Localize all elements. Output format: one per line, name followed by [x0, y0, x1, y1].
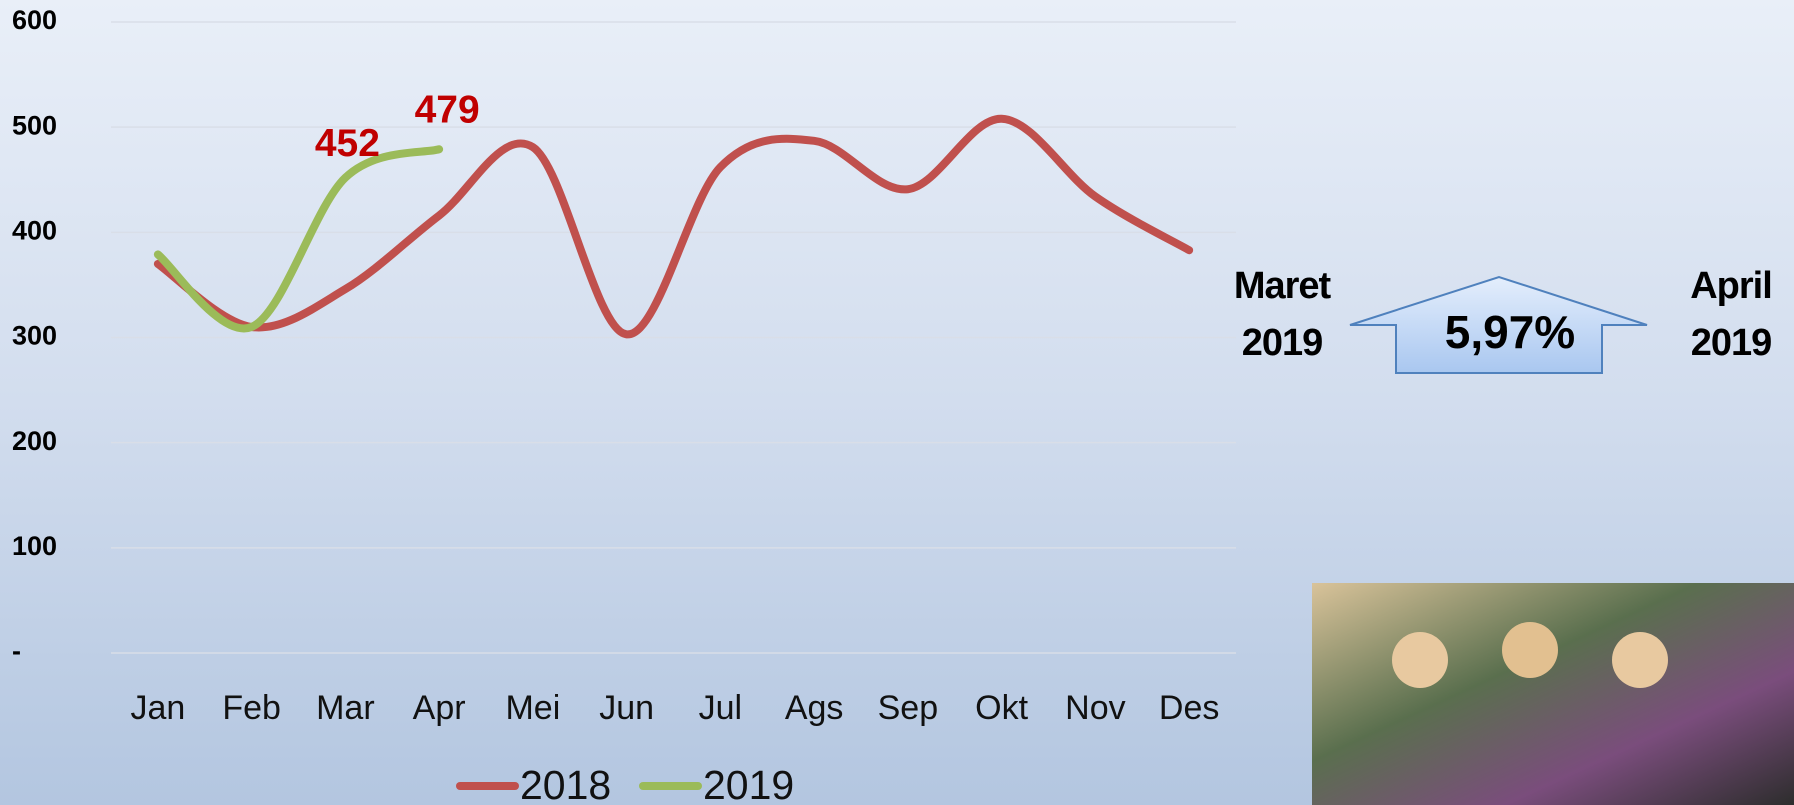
x-tick-label: Jun: [599, 689, 654, 727]
y-tick-label: 600: [12, 5, 57, 35]
y-tick-label: 100: [12, 531, 57, 561]
y-tick-label: 300: [12, 321, 57, 351]
x-tick-label: Sep: [878, 689, 939, 727]
legend-label: 2018: [520, 762, 611, 805]
y-tick-label: 400: [12, 215, 57, 245]
x-tick-label: Des: [1159, 689, 1219, 727]
photo-detail: [1612, 632, 1668, 688]
data-label: 479: [415, 89, 480, 132]
photo-detail: [1392, 632, 1448, 688]
x-tick-label: Feb: [222, 689, 281, 727]
x-tick-label: Nov: [1065, 689, 1125, 727]
y-tick-label: -: [12, 636, 21, 666]
x-tick-label: Jul: [699, 689, 742, 727]
photo: [1312, 583, 1794, 805]
photo-detail: [1502, 622, 1558, 678]
legend-label: 2019: [703, 762, 794, 805]
y-tick-label: 500: [12, 110, 57, 140]
data-label: 452: [315, 122, 380, 165]
x-tick-label: Ags: [785, 689, 844, 727]
x-tick-label: Mei: [505, 689, 560, 727]
x-tick-label: Jan: [130, 689, 185, 727]
chart: 5,97% - 100 200 300 400 500 600 Jan Feb Mar Apr Mei…: [0, 0, 1794, 805]
x-tick-label: Okt: [975, 689, 1028, 727]
from-label: Maret 2019: [1212, 258, 1352, 372]
y-tick-label: 200: [12, 426, 57, 456]
to-label: April 2019: [1672, 258, 1790, 372]
slide: 5,97% - 100 200 300 400 500 600 Jan Feb Mar Apr Mei…: [0, 0, 1794, 805]
x-tick-label: Apr: [413, 689, 466, 727]
line: [158, 149, 439, 328]
x-tick-label: Mar: [316, 689, 375, 727]
change-label: 5,97%: [1445, 306, 1575, 358]
